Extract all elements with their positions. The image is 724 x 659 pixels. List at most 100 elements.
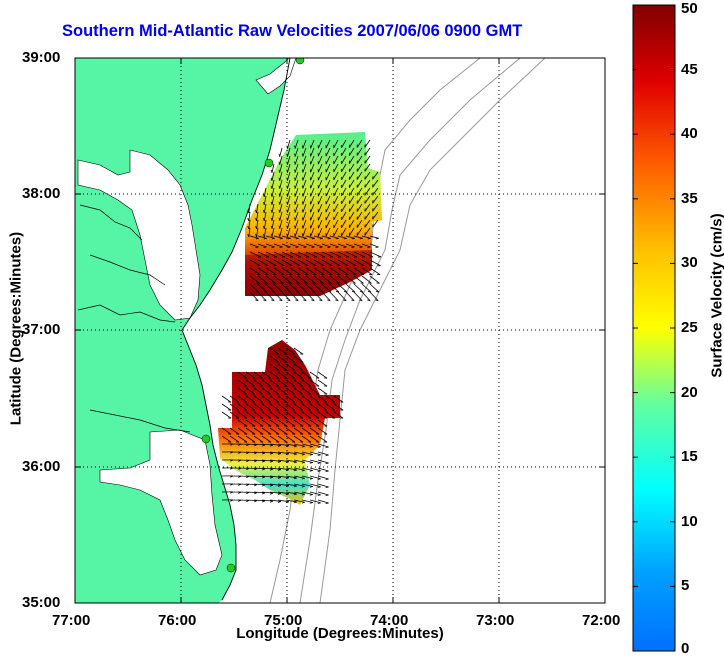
velocity-arrow: [301, 445, 305, 448]
velocity-arrow: [253, 419, 264, 427]
velocity-arrow: [293, 459, 305, 463]
velocity-arrow: [341, 171, 347, 181]
velocity-arrow: [261, 387, 272, 395]
velocity-arrow: [281, 235, 291, 239]
velocity-arrow: [333, 139, 339, 149]
velocity-arrow: [269, 363, 280, 371]
velocity-arrow: [289, 275, 300, 284]
velocity-arrow: [277, 435, 288, 443]
velocity-arrow: [356, 147, 363, 156]
velocity-arrow: [348, 187, 355, 196]
velocity-arrow: [261, 459, 273, 462]
x-tick-label: 72:00: [582, 612, 621, 629]
velocity-arrow: [263, 195, 267, 205]
velocity-arrow: [279, 211, 283, 221]
velocity-arrow: [262, 492, 266, 495]
velocity-arrow: [270, 460, 274, 463]
velocity-arrow: [273, 291, 283, 302]
velocity-arrow: [277, 467, 289, 471]
velocity-arrow: [302, 179, 307, 189]
velocity-arrow: [249, 283, 260, 293]
velocity-arrow: [293, 467, 305, 471]
velocity-arrow: [364, 187, 371, 196]
velocity-arrow: [277, 461, 282, 463]
velocity-arrow: [293, 435, 304, 443]
velocity-arrow: [245, 483, 258, 486]
velocity-arrow: [261, 427, 272, 435]
velocity-arrow: [297, 235, 307, 239]
velocity-arrow: [325, 502, 329, 505]
velocity-arrow: [301, 411, 312, 419]
velocity-arrow: [321, 275, 332, 284]
velocity-arrow: [305, 275, 316, 284]
x-axis-label: Longitude (Degrees:Minutes): [236, 625, 444, 642]
velocity-arrow: [294, 179, 299, 189]
velocity-arrow: [294, 217, 296, 221]
velocity-arrow: [271, 219, 275, 229]
velocity-arrow: [348, 163, 355, 172]
velocity-arrow: [301, 387, 312, 395]
velocity-arrow: [317, 379, 328, 387]
velocity-arrow: [310, 203, 315, 213]
velocity-arrow: [301, 485, 305, 488]
velocity-arrow: [345, 267, 357, 275]
velocity-arrow: [345, 283, 356, 293]
velocity-arrow: [293, 379, 304, 387]
velocity-arrow: [364, 203, 371, 212]
velocity-arrow: [319, 299, 323, 302]
velocity-arrow: [305, 267, 317, 275]
velocity-arrow: [367, 237, 371, 240]
velocity-arrow: [271, 171, 275, 181]
velocity-arrow: [281, 275, 292, 284]
velocity-arrow: [255, 233, 257, 238]
velocity-arrow: [372, 195, 379, 204]
velocity-arrow: [317, 411, 328, 419]
velocity-arrow: [294, 209, 296, 213]
colorbar-tick-label: 30: [681, 254, 698, 272]
velocity-arrow: [289, 235, 299, 239]
velocity-arrow: [263, 187, 267, 197]
velocity-arrow: [301, 453, 305, 456]
velocity-arrow: [269, 459, 281, 462]
velocity-arrow: [277, 493, 282, 495]
velocity-arrow: [325, 395, 336, 403]
velocity-arrow: [277, 477, 282, 479]
velocity-arrow: [356, 203, 363, 212]
velocity-arrow: [261, 379, 272, 387]
velocity-arrow: [278, 233, 281, 237]
velocity-arrow: [333, 411, 344, 419]
velocity-arrow: [337, 275, 348, 284]
velocity-arrow: [353, 251, 366, 258]
velocity-arrow: [348, 219, 355, 228]
velocity-arrow: [310, 139, 315, 149]
velocity-arrow: [337, 259, 349, 267]
velocity-arrow: [270, 217, 273, 221]
velocity-arrow: [317, 227, 323, 237]
velocity-arrow: [297, 267, 309, 275]
velocity-arrow: [257, 251, 270, 258]
velocity-arrow: [303, 237, 307, 240]
velocity-arrow: [287, 227, 291, 237]
velocity-arrow: [271, 211, 275, 221]
velocity-arrow: [261, 443, 273, 446]
velocity-arrow: [261, 411, 272, 419]
colorbar-tick-label: 45: [681, 60, 698, 78]
velocity-arrow: [270, 225, 273, 229]
velocity-arrow: [301, 443, 313, 447]
colorbar-tick-label: 20: [681, 383, 698, 401]
velocity-arrow: [305, 291, 315, 302]
velocity-arrow: [253, 451, 265, 454]
velocity-arrow: [237, 371, 248, 379]
velocity-arrow: [253, 499, 265, 502]
velocity-arrow: [253, 443, 265, 446]
velocity-arrow: [262, 217, 265, 221]
velocity-arrow: [287, 171, 291, 181]
velocity-arrow: [277, 347, 288, 355]
velocity-arrow: [313, 251, 326, 258]
velocity-arrow: [261, 499, 273, 502]
velocity-arrow: [270, 484, 274, 487]
velocity-arrow: [294, 153, 296, 157]
velocity-arrow: [317, 203, 323, 213]
velocity-arrow: [279, 155, 283, 165]
velocity-arrow: [309, 435, 320, 443]
